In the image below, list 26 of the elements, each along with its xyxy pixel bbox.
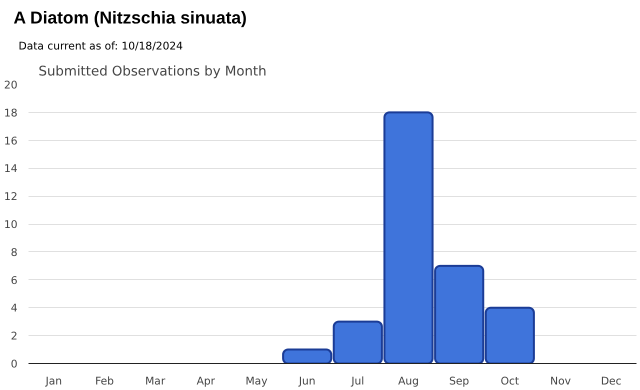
x-tick-label: Oct xyxy=(500,374,520,388)
x-tick-label: Dec xyxy=(600,374,622,388)
y-tick-label: 18 xyxy=(4,106,18,120)
y-tick-label: 14 xyxy=(4,162,18,176)
y-tick-label: 20 xyxy=(4,78,18,92)
x-tick-label: Sep xyxy=(449,374,470,388)
x-tick-label: Jul xyxy=(350,374,364,388)
x-tick-label: Jun xyxy=(298,374,316,388)
y-tick-label: 12 xyxy=(4,190,18,204)
x-tick-label: May xyxy=(245,374,268,388)
x-tick-label: Nov xyxy=(550,374,571,388)
chart-title: A Diatom (Nitzschia sinuata) xyxy=(14,8,247,28)
x-tick-label: Jan xyxy=(44,374,62,388)
y-tick-label: 6 xyxy=(10,274,18,287)
x-tick-label: Apr xyxy=(196,374,216,388)
x-tick-label: Aug xyxy=(398,374,419,388)
y-tick-label: 2 xyxy=(10,330,18,343)
x-tick-label: Feb xyxy=(95,374,114,388)
text: Submitted Observations by Month xyxy=(38,64,267,80)
y-tick-label: 16 xyxy=(4,134,18,148)
y-tick-label: 4 xyxy=(10,302,18,315)
chart-subtitle: Data current as of: 10/18/2024 xyxy=(18,40,184,52)
y-tick-label: 0 xyxy=(10,358,18,370)
y-tick-label: 8 xyxy=(10,246,18,259)
x-tick-label: Mar xyxy=(145,374,166,388)
y-tick-label: 10 xyxy=(4,218,18,231)
